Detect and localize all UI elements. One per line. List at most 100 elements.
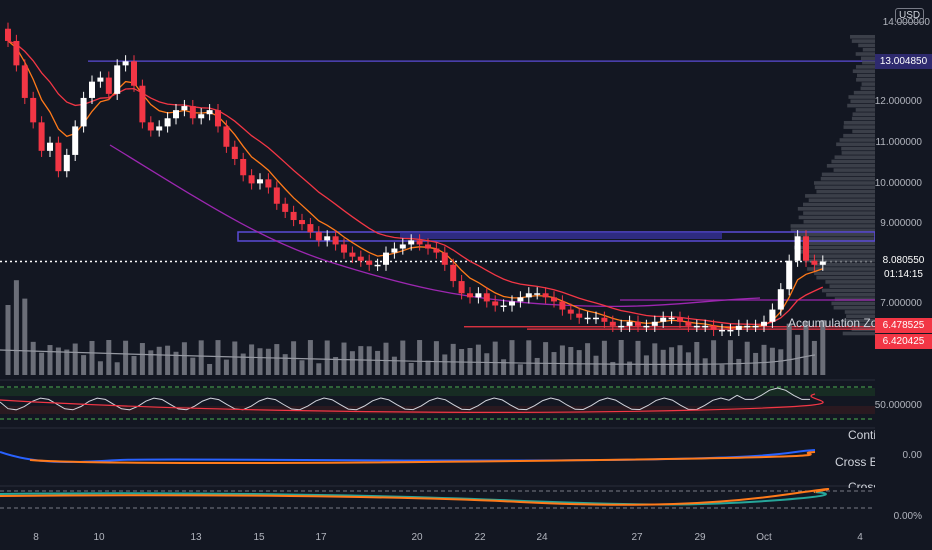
currency-badge[interactable]: USD: [895, 8, 924, 23]
candle-body: [601, 318, 607, 322]
volume-profile-bar: [835, 155, 875, 159]
candle-body: [475, 293, 481, 297]
volume-bar: [316, 363, 321, 375]
volume-bar: [526, 340, 531, 375]
price-tick-12: 12.000000: [875, 96, 922, 107]
volume-profile-bar: [841, 147, 875, 151]
candle-body: [517, 297, 523, 301]
volume-bar: [686, 352, 691, 375]
candle-body: [383, 253, 389, 265]
candle-body: [786, 261, 792, 289]
volume-profile-bar: [791, 224, 875, 228]
macd-level-label: 0.00: [903, 450, 922, 461]
macd-line: [0, 450, 815, 462]
volume-bar: [812, 341, 817, 375]
volume-bar: [636, 341, 641, 375]
candle-body: [5, 29, 11, 41]
candlesticks: [5, 23, 826, 336]
moving-averages: [8, 41, 823, 328]
chart-canvas[interactable]: [0, 0, 875, 528]
candle-body: [433, 249, 439, 253]
time-axis[interactable]: 8 10 13 15 17 20 22 24 27 29 Oct 4: [0, 528, 932, 550]
volume-profile-bar: [850, 100, 875, 104]
candle-body: [139, 86, 145, 123]
volume-bar: [762, 345, 767, 375]
volume-profile-bar: [802, 241, 875, 245]
candle-body: [811, 261, 817, 265]
volume-profile-bar: [821, 177, 875, 181]
volume-bar: [644, 355, 649, 375]
candle-body: [408, 240, 414, 244]
volume-profile-bar: [853, 112, 875, 116]
volume-profile-bar: [854, 91, 875, 95]
candle-body: [375, 265, 381, 267]
candle-body: [97, 78, 103, 82]
volume-bar: [442, 354, 447, 375]
volume-profile-bar: [861, 87, 875, 91]
candle-body: [543, 293, 549, 297]
volume-bar: [249, 344, 254, 375]
volume-profile-bar: [826, 293, 875, 297]
volume-bar: [165, 346, 170, 375]
volume-bar: [669, 347, 674, 375]
main-chart-area[interactable]: Accumulation Zone Conti Cross Be Cross: [0, 0, 875, 528]
descending-trendline: [110, 145, 760, 306]
volume-profile-bar: [822, 173, 875, 177]
candle-body: [685, 322, 691, 326]
candle-body: [509, 301, 515, 305]
candle-body: [349, 253, 355, 257]
volume-bar: [300, 360, 305, 375]
candle-body: [618, 326, 624, 328]
candle-body: [156, 126, 162, 130]
volume-bar: [132, 356, 137, 375]
high-level-tag: 13.004850: [875, 54, 932, 69]
volume-bar: [325, 340, 330, 375]
volume-bar: [661, 350, 666, 375]
candle-body: [652, 322, 658, 326]
price-axis[interactable]: 14.000000 USD 13.004850 12.000000 11.000…: [875, 0, 932, 528]
price-tick-10: 10.000000: [875, 178, 922, 189]
candle-body: [198, 114, 204, 118]
volume-bar: [258, 348, 263, 375]
volume-bar: [585, 343, 590, 375]
volume-bar: [140, 343, 145, 375]
volume-profile: [791, 35, 875, 335]
volume-bar: [283, 354, 288, 375]
candle-body: [165, 118, 171, 126]
zone-bottom-tag: 6.420425: [875, 334, 932, 349]
candle-body: [501, 306, 507, 308]
volume-bar: [157, 347, 162, 375]
volume-bar: [694, 342, 699, 375]
countdown-tag: 01:14:15: [875, 267, 932, 282]
volume-profile-bar: [834, 168, 875, 172]
volume-bar: [535, 358, 540, 375]
candle-body: [778, 289, 784, 309]
volume-bar: [98, 361, 103, 375]
volume-bar: [90, 341, 95, 375]
volume-profile-bar: [856, 108, 875, 112]
candle-body: [265, 179, 271, 187]
volume-profile-bar: [834, 306, 875, 310]
volume-profile-bar: [844, 125, 875, 129]
volume-bar: [795, 335, 800, 375]
volume-bar: [594, 356, 599, 375]
volume-bar: [232, 341, 237, 375]
candle-body: [22, 65, 28, 98]
volume-profile-bar: [852, 130, 875, 134]
volume-bar: [148, 350, 153, 375]
volume-profile-bar: [804, 254, 875, 258]
rsi-zone-top: [0, 388, 875, 396]
volume-bar: [787, 324, 792, 375]
volume-bar: [375, 351, 380, 375]
volume-bars: [0, 280, 825, 375]
candle-body: [795, 236, 801, 260]
volume-bar: [392, 357, 397, 375]
volume-bar: [484, 353, 489, 375]
volume-bar: [216, 340, 221, 375]
candle-body: [769, 310, 775, 322]
volume-profile-bar: [809, 198, 875, 202]
ema-slow: [8, 41, 823, 325]
rsi-zone-bottom: [0, 406, 875, 414]
candle-body: [492, 301, 498, 305]
volume-bar: [703, 358, 708, 375]
